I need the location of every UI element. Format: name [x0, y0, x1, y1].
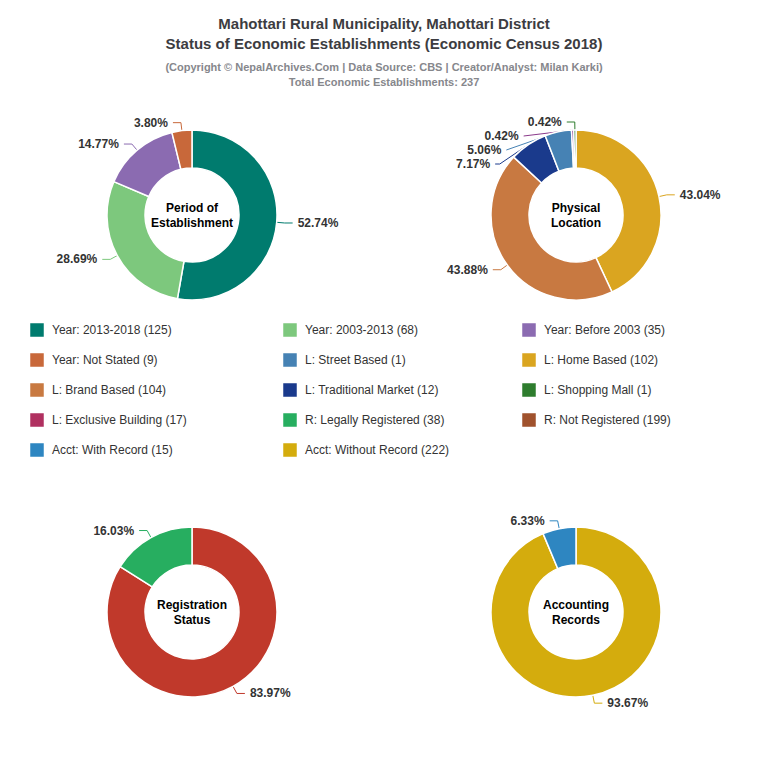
svg-text:Year: Not Stated (9): Year: Not Stated (9): [52, 353, 158, 367]
svg-text:Physical: Physical: [552, 201, 601, 215]
svg-text:Total Economic Establishments:: Total Economic Establishments: 237: [289, 76, 480, 88]
svg-text:Location: Location: [551, 216, 601, 230]
svg-text:L: Exclusive Building (17): L: Exclusive Building (17): [52, 413, 187, 427]
svg-text:Registration: Registration: [157, 598, 227, 612]
svg-text:R: Not Registered (199): R: Not Registered (199): [544, 413, 671, 427]
svg-text:L: Street Based (1): L: Street Based (1): [305, 353, 406, 367]
svg-text:43.04%: 43.04%: [680, 188, 721, 202]
svg-text:L: Home Based (102): L: Home Based (102): [544, 353, 658, 367]
svg-text:R: Legally Registered (38): R: Legally Registered (38): [305, 413, 444, 427]
svg-text:83.97%: 83.97%: [250, 686, 291, 700]
svg-text:6.33%: 6.33%: [511, 514, 545, 528]
svg-text:5.06%: 5.06%: [467, 143, 501, 157]
svg-text:7.17%: 7.17%: [456, 157, 490, 171]
svg-text:Establishment: Establishment: [151, 216, 233, 230]
svg-text:93.67%: 93.67%: [607, 696, 648, 710]
svg-text:L: Shopping Mall (1): L: Shopping Mall (1): [544, 383, 651, 397]
svg-text:Status: Status: [174, 613, 211, 627]
svg-text:L: Brand Based (104): L: Brand Based (104): [52, 383, 166, 397]
svg-text:Year: 2013-2018 (125): Year: 2013-2018 (125): [52, 323, 172, 337]
svg-text:14.77%: 14.77%: [78, 137, 119, 151]
svg-text:Year: 2003-2013 (68): Year: 2003-2013 (68): [305, 323, 418, 337]
svg-text:43.88%: 43.88%: [447, 263, 488, 277]
svg-text:28.69%: 28.69%: [57, 252, 98, 266]
svg-text:0.42%: 0.42%: [485, 129, 519, 143]
svg-text:Mahottari Rural Municipality,: Mahottari Rural Municipality, Mahottari …: [218, 15, 549, 32]
svg-text:Records: Records: [552, 613, 600, 627]
svg-text:Period of: Period of: [166, 201, 219, 215]
svg-text:0.42%: 0.42%: [528, 115, 562, 129]
svg-text:Acct: With Record (15): Acct: With Record (15): [52, 443, 173, 457]
svg-text:3.80%: 3.80%: [134, 116, 168, 130]
svg-text:16.03%: 16.03%: [93, 524, 134, 538]
svg-text:(Copyright © NepalArchives.Com: (Copyright © NepalArchives.Com | Data So…: [165, 61, 603, 73]
svg-text:L: Traditional Market (12): L: Traditional Market (12): [305, 383, 438, 397]
svg-text:52.74%: 52.74%: [298, 216, 339, 230]
svg-text:Accounting: Accounting: [543, 598, 609, 612]
svg-text:Acct: Without Record (222): Acct: Without Record (222): [305, 443, 449, 457]
svg-text:Status of Economic Establishme: Status of Economic Establishments (Econo…: [166, 35, 603, 52]
svg-text:Year: Before 2003 (35): Year: Before 2003 (35): [544, 323, 665, 337]
